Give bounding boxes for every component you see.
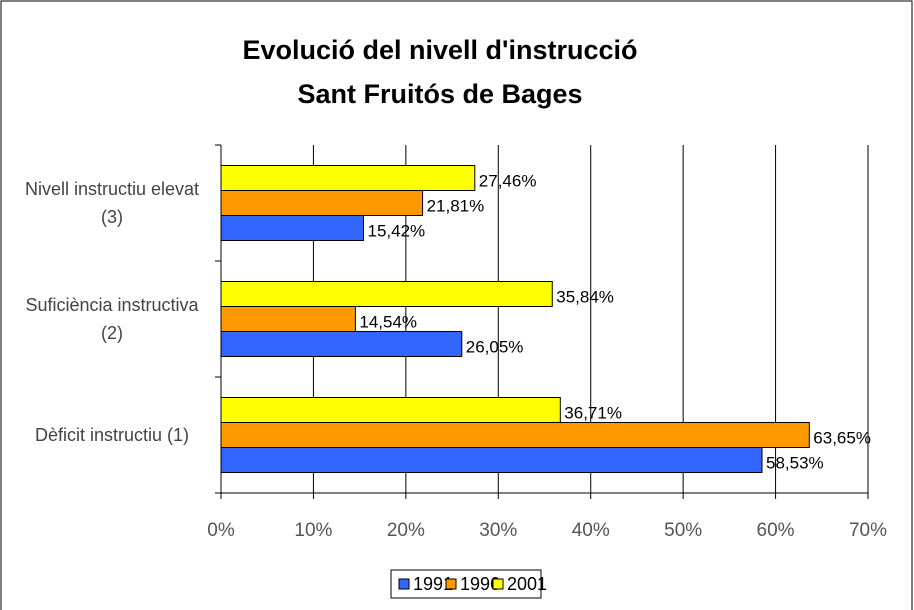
x-tick-label: 0% [207,520,235,541]
bar [220,165,476,191]
legend-box [390,569,542,599]
x-tick-label: 60% [757,520,795,541]
bar [220,215,365,241]
data-label: 58,53% [766,453,824,472]
data-label: 63,65% [813,428,871,447]
legend-label: 1991 [413,574,453,594]
y-tick-label: Dèficit instructiu (1) [34,425,190,445]
y-tick-label: Nivell instructiu elevat (3) [24,179,200,227]
legend-label: 2001 [507,574,547,594]
legend-swatch [398,578,410,590]
data-label: 27,46% [479,171,537,190]
x-tick-label: 30% [479,520,517,541]
x-tick-label: 20% [387,520,425,541]
data-label: 36,71% [564,403,622,422]
legend-swatch [492,578,504,590]
legend-swatch [445,578,457,590]
chart-title: Evolució del nivell d'instrucció Sant Fr… [242,35,638,109]
y-tick-label: Suficiència instructiva (2) [25,295,199,343]
data-label: 15,42% [368,221,426,240]
bar [220,422,810,448]
bar [220,447,763,473]
x-tick-label: 10% [294,520,332,541]
bar [220,281,553,307]
data-label: 35,84% [556,287,614,306]
x-tick-label: 40% [572,520,610,541]
x-tick-label: 50% [664,520,702,541]
legend-label: 1996 [460,574,500,594]
bar [220,306,356,332]
data-label: 21,81% [427,196,485,215]
bar [220,397,561,423]
bar [220,331,463,357]
data-label: 26,05% [466,337,524,356]
x-tick-label: 70% [849,520,887,541]
data-label: 14,54% [359,312,417,331]
bar [220,190,424,216]
